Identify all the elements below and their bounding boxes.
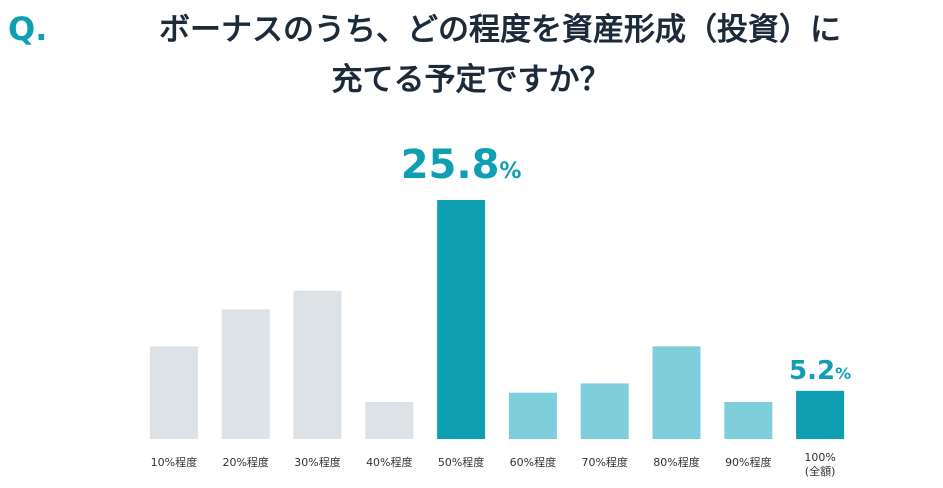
x-tick-label: 30%程度 [294,455,340,469]
x-tick-label: 100% (全額) [804,451,835,478]
bar [437,199,486,439]
bar [724,401,773,439]
bar [365,401,414,439]
bar [221,309,270,439]
title-prefix: Q. [8,10,47,48]
bar [652,346,701,439]
x-tick-label: 60%程度 [510,455,556,469]
bar [796,390,845,439]
bar [293,290,342,439]
x-tick-label: 50%程度 [438,455,484,469]
x-tick-label: 20%程度 [222,455,268,469]
value-label: 5.2% [789,356,851,386]
x-tick-label: 70%程度 [581,455,627,469]
x-tick-label: 40%程度 [366,455,412,469]
x-tick-label: 10%程度 [151,455,197,469]
bar [149,346,198,439]
chart-title: ボーナスのうち、どの程度を資産形成（投資）に [159,12,841,48]
bar [580,383,629,439]
x-tick-label: 90%程度 [725,455,771,469]
x-tick-label: 80%程度 [653,455,699,469]
bar [508,392,557,439]
value-label: 25.8% [401,142,522,188]
chart-title: 充てる予定ですか？ [332,62,611,98]
